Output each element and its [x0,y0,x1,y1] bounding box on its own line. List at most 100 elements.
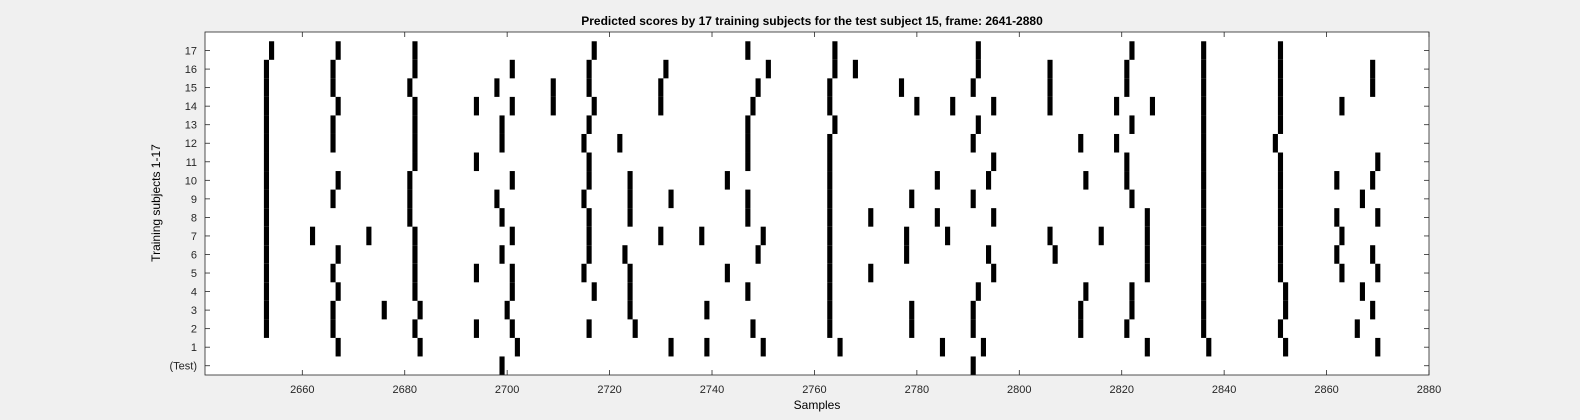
spike-mark-row-2-2 [412,319,418,338]
spike-mark-row-4-7 [827,282,833,301]
spike-mark-row-16-9 [975,59,981,79]
y-tick-label-11: 11 [186,157,197,169]
spike-mark-row-16-0 [263,59,270,79]
spike-mark-row-10-7 [827,171,833,190]
chart-title: Predicted scores by 17 training subjects… [581,14,1043,28]
spike-mark-row-7-16 [1277,226,1284,246]
spike-mark-row-3-1 [330,300,336,320]
spike-mark-row-16-5 [663,59,669,79]
spike-mark-row-4-0 [263,282,270,301]
spike-mark-row-14-0 [263,96,270,116]
spike-mark-row-15-6 [658,78,664,97]
spike-mark-row-10-3 [509,171,515,190]
spike-mark-row-12-1 [330,133,336,153]
spike-mark-row-17-7 [1129,41,1135,60]
y-tick-label-5: 5 [191,268,197,280]
spike-mark-row-3-12 [1201,300,1207,320]
spike-mark-row-4-9 [1083,282,1089,301]
x-axis-label: Samples [794,398,841,412]
spike-mark-row-3-2 [381,300,387,320]
spike-mark-row-16-12 [1201,59,1207,79]
spike-marks [263,41,1381,375]
y-axis-label: Training subjects 1-17 [149,144,163,262]
spike-mark-row-4-11 [1201,282,1207,301]
spike-mark-row-7-11 [945,226,951,246]
x-tick-label-2880: 2880 [1417,384,1441,396]
spike-mark-row-7-5 [586,226,592,246]
spike-mark-row-9-12 [1201,189,1207,209]
spike-mark-row-17-6 [975,41,981,60]
spike-mark-row-2-15 [1354,319,1360,338]
spike-mark-row-14-18 [1339,96,1345,116]
spike-mark-row-5-13 [1277,263,1284,283]
x-tick-label-2680: 2680 [392,384,416,396]
spike-mark-row-7-7 [699,226,705,246]
spike-mark-row-7-15 [1201,226,1207,246]
spike-mark-row-7-8 [760,226,766,246]
spike-mark-row-3-4 [504,300,510,320]
spike-mark-row-8-4 [627,208,633,227]
spike-mark-row-15-3 [494,78,500,97]
spike-mark-row-13-1 [330,115,336,134]
spike-mark-row-8-6 [827,208,833,227]
spike-mark-row-15-12 [1124,78,1130,97]
spike-mark-row-2-0 [263,319,270,338]
spike-mark-row-7-17 [1339,226,1345,246]
spike-mark-row-12-9 [1078,133,1084,153]
spike-mark-row-17-5 [832,41,838,60]
spike-mark-row-16-13 [1277,59,1284,79]
spike-mark-row-7-10 [904,226,910,246]
spike-mark-row-12-0 [263,133,270,153]
y-tick-label-1: 1 [191,342,197,354]
spike-mark-row-15-8 [827,78,833,97]
spike-mark-row-1-7 [939,337,946,357]
spike-mark-row-1-2 [514,337,520,357]
spike-mark-row-6-1 [335,245,341,264]
spike-mark-row-13-6 [832,115,838,134]
spike-mark-row-5-15 [1375,263,1381,283]
spike-mark-row-14-13 [1047,96,1053,116]
spike-mark-row-7-12 [1047,226,1053,246]
spike-mark-row-17-0 [269,41,275,60]
spike-mark-row-13-3 [499,115,505,134]
spike-mark-row-2-10 [970,319,976,338]
spike-mark-row-3-14 [1370,300,1376,320]
spike-mark-row-5-14 [1339,263,1345,283]
spike-mark-row-10-10 [1083,171,1089,190]
spike-mark-row-17-4 [745,41,751,60]
spike-mark-row-4-6 [745,282,751,301]
spike-mark-row-4-13 [1359,282,1365,301]
spike-mark-row-17-3 [591,41,597,60]
spike-mark-row-8-7 [868,208,874,227]
spike-mark-row-15-10 [970,78,976,97]
spike-mark-row-12-8 [970,133,976,153]
spike-mark-row-9-10 [970,189,976,209]
spike-mark-row-12-3 [499,133,505,153]
spike-mark-row-9-9 [909,189,915,209]
spike-mark-row-3-3 [417,300,423,320]
spike-mark-row-10-0 [263,171,270,190]
x-tick-label-2760: 2760 [802,384,826,396]
y-tick-label-12: 12 [185,138,197,150]
spike-mark-row-7-4 [509,226,515,246]
spike-mark-row-4-4 [591,282,597,301]
spike-mark-row-1-8 [980,337,986,357]
spike-mark-row-16-6 [765,59,771,79]
spike-mark-row-1-1 [417,337,423,357]
spike-mark-row-8-0 [263,208,270,227]
x-tick-label-2700: 2700 [495,384,519,396]
spike-mark-row-6-8 [904,245,910,264]
spike-mark-row-17-1 [335,41,341,60]
spike-mark-row-8-10 [1144,208,1150,227]
spike-mark-row-11-0 [263,152,270,172]
spike-mark-row-14-5 [550,96,556,116]
y-tick-label-0: (Test) [170,361,198,373]
x-tick-label-2860: 2860 [1314,384,1338,396]
spike-mark-row-15-11 [1047,78,1053,97]
spike-mark-row-5-8 [827,263,833,283]
spike-mark-row-15-7 [755,78,761,97]
y-tick-label-15: 15 [185,83,197,95]
spike-mark-row-14-14 [1114,96,1120,116]
spike-mark-row-8-3 [586,208,592,227]
spike-mark-row-1-6 [837,337,843,357]
